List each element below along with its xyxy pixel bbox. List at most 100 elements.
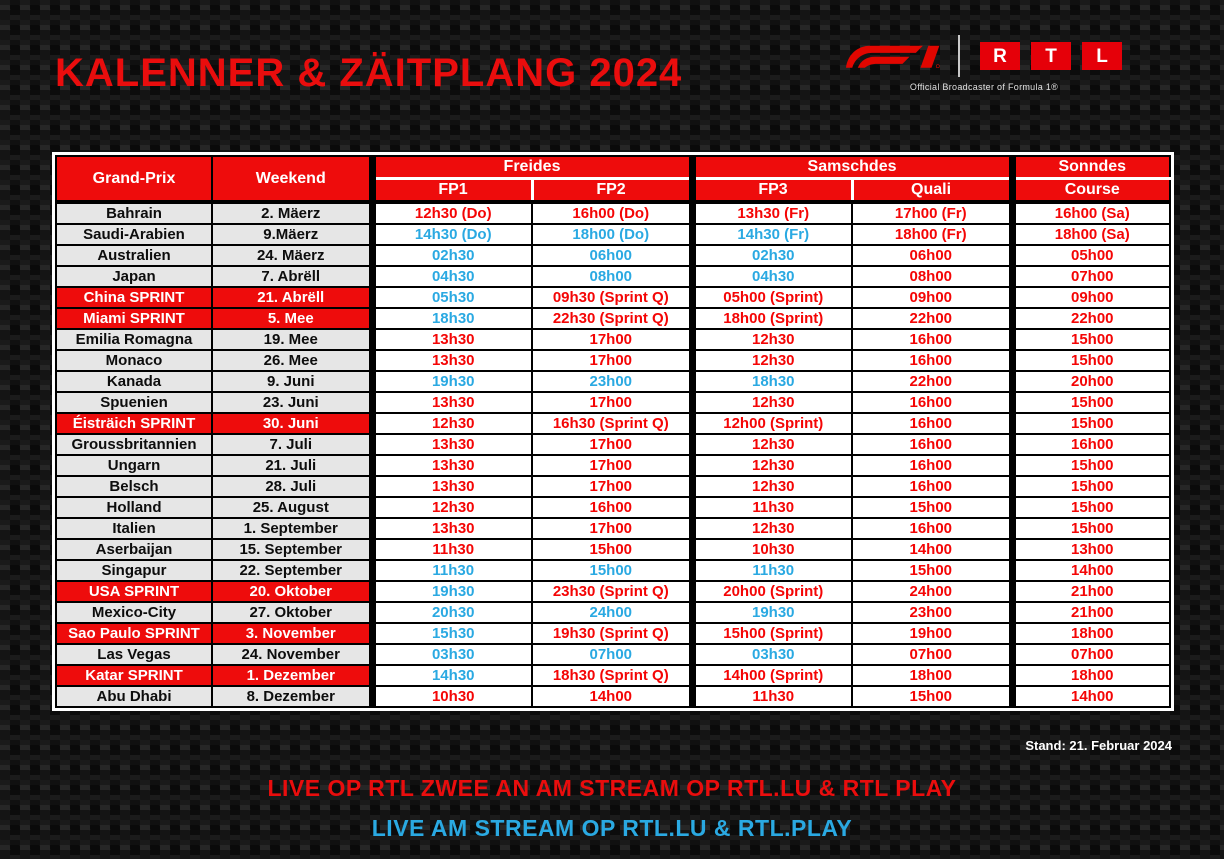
table-row: Monaco 26. Mee 13h30 17h00 12h30 16h00 15h00 xyxy=(55,349,1172,372)
session-time-cell: 15h00 xyxy=(1008,349,1172,372)
weekend-date-cell: 2. Mäerz xyxy=(211,201,373,225)
session-time-cell: 19h30 (Sprint Q) xyxy=(530,622,694,645)
header-freides: Freides xyxy=(368,155,694,180)
session-time-cell: 16h00 xyxy=(851,475,1014,498)
schedule-body: Bahrain 2. Mäerz 12h30 (Do) 16h00 (Do) 13h30… xyxy=(55,201,1172,708)
weekend-date-cell: 3. November xyxy=(211,622,373,645)
session-time-cell: 17h00 xyxy=(530,517,694,540)
gp-name-cell: Belsch xyxy=(55,475,213,498)
session-time-cell: 18h00 (Fr) xyxy=(851,223,1014,246)
gp-name-cell: Las Vegas xyxy=(55,643,213,666)
table-row: Spuenien 23. Juni 13h30 17h00 12h30 16h00 15h0… xyxy=(55,391,1172,414)
table-row: Aserbaijan 15. September 11h30 15h00 10h30 14… xyxy=(55,538,1172,561)
session-time-cell: 15h00 (Sprint) xyxy=(688,622,854,645)
gp-name-cell: Bahrain xyxy=(55,201,213,225)
weekend-date-cell: 22. September xyxy=(211,559,373,582)
session-time-cell: 18h00 xyxy=(851,664,1014,687)
weekend-date-cell: 28. Juli xyxy=(211,475,373,498)
session-time-cell: 11h30 xyxy=(368,559,533,582)
session-time-cell: 22h30 (Sprint Q) xyxy=(530,307,694,330)
session-time-cell: 24h00 xyxy=(851,580,1014,603)
session-time-cell: 14h30 (Do) xyxy=(368,223,533,246)
session-time-cell: 12h30 xyxy=(688,517,854,540)
gp-name-cell: Holland xyxy=(55,496,213,519)
table-row: Groussbritannien 7. Juli 13h30 17h00 12h30 16… xyxy=(55,433,1172,456)
session-time-cell: 12h30 xyxy=(688,454,854,477)
session-time-cell: 15h00 xyxy=(1008,517,1172,540)
session-time-cell: 09h00 xyxy=(851,286,1014,309)
session-time-cell: 15h00 xyxy=(851,685,1014,708)
session-time-cell: 23h30 (Sprint Q) xyxy=(530,580,694,603)
table-row: Sao Paulo SPRINT 3. November 15h30 19h30 (S… xyxy=(55,622,1172,645)
session-time-cell: 07h00 xyxy=(530,643,694,666)
session-time-cell: 02h30 xyxy=(368,244,533,267)
session-time-cell: 13h00 xyxy=(1008,538,1172,561)
session-time-cell: 13h30 (Fr) xyxy=(688,201,854,225)
gp-name-cell: Abu Dhabi xyxy=(55,685,213,708)
header-fp1: FP1 xyxy=(368,177,533,204)
gp-name-cell: Groussbritannien xyxy=(55,433,213,456)
session-time-cell: 11h30 xyxy=(368,538,533,561)
table-row: Australien 24. Mäerz 02h30 06h00 02h30 06h00 0… xyxy=(55,244,1172,267)
weekend-date-cell: 21. Juli xyxy=(211,454,373,477)
session-time-cell: 07h00 xyxy=(1008,643,1172,666)
session-time-cell: 07h00 xyxy=(851,643,1014,666)
table-row: Singapur 22. September 11h30 15h00 11h30 15h0… xyxy=(55,559,1172,582)
schedule-table-frame: Grand-Prix Weekend Freides Samschdes Son… xyxy=(52,152,1175,711)
session-time-cell: 16h00 xyxy=(851,517,1014,540)
session-time-cell: 05h30 xyxy=(368,286,533,309)
table-row: Emilia Romagna 19. Mee 13h30 17h00 12h30 16h0… xyxy=(55,328,1172,351)
session-time-cell: 15h00 xyxy=(530,559,694,582)
session-time-cell: 16h00 xyxy=(530,496,694,519)
session-time-cell: 12h30 xyxy=(688,391,854,414)
header-fp3: FP3 xyxy=(688,177,854,204)
session-time-cell: 19h00 xyxy=(851,622,1014,645)
session-time-cell: 22h00 xyxy=(1008,307,1172,330)
session-time-cell: 05h00 xyxy=(1008,244,1172,267)
footer-live-stream: LIVE AM STREAM OP RTL.LU & RTL.PLAY xyxy=(371,815,853,841)
weekend-date-cell: 19. Mee xyxy=(211,328,373,351)
session-time-cell: 16h00 xyxy=(851,328,1014,351)
session-time-cell: 18h00 (Do) xyxy=(530,223,694,246)
session-time-cell: 17h00 xyxy=(530,391,694,414)
session-time-cell: 22h00 xyxy=(851,370,1014,393)
table-row: Katar SPRINT 1. Dezember 14h30 18h30 (Sprin… xyxy=(55,664,1172,687)
gp-name-cell: Sao Paulo SPRINT xyxy=(55,622,213,645)
session-time-cell: 14h30 (Fr) xyxy=(688,223,854,246)
session-time-cell: 14h30 xyxy=(368,664,533,687)
rtl-box-t: T xyxy=(1031,42,1071,70)
weekend-date-cell: 26. Mee xyxy=(211,349,373,372)
session-time-cell: 16h00 xyxy=(851,412,1014,435)
session-time-cell: 15h30 xyxy=(368,622,533,645)
session-time-cell: 12h30 (Do) xyxy=(368,201,533,225)
broadcaster-logos: R T L Official Broadcaster of Formula 1® xyxy=(846,35,1122,98)
session-time-cell: 13h30 xyxy=(368,391,533,414)
gp-name-cell: Singapur xyxy=(55,559,213,582)
session-time-cell: 05h00 (Sprint) xyxy=(688,286,854,309)
table-row: Miami SPRINT 5. Mee 18h30 22h30 (Sprint Q) 1… xyxy=(55,307,1172,330)
session-time-cell: 21h00 xyxy=(1008,601,1172,624)
rtl-box-l: L xyxy=(1082,42,1122,70)
session-time-cell: 18h00 xyxy=(1008,622,1172,645)
schedule-table: Grand-Prix Weekend Freides Samschdes Son… xyxy=(55,155,1172,708)
session-time-cell: 17h00 xyxy=(530,349,694,372)
session-time-cell: 16h00 xyxy=(851,391,1014,414)
session-time-cell: 18h30 (Sprint Q) xyxy=(530,664,694,687)
session-time-cell: 02h30 xyxy=(688,244,854,267)
weekend-date-cell: 21. Abrëll xyxy=(211,286,373,309)
session-time-cell: 18h00 xyxy=(1008,664,1172,687)
rtl-letter: R xyxy=(993,45,1007,67)
header-sonndes: Sonndes xyxy=(1008,155,1172,180)
logo-divider xyxy=(958,35,960,77)
session-time-cell: 09h00 xyxy=(1008,286,1172,309)
gp-name-cell: Emilia Romagna xyxy=(55,328,213,351)
session-time-cell: 12h00 (Sprint) xyxy=(688,412,854,435)
rtl-logo: R T L xyxy=(980,42,1122,70)
session-time-cell: 15h00 xyxy=(1008,412,1172,435)
header-quali: Quali xyxy=(850,177,1014,204)
session-time-cell: 23h00 xyxy=(530,370,694,393)
header-course: Course xyxy=(1008,177,1172,204)
session-time-cell: 22h00 xyxy=(851,307,1014,330)
weekend-date-cell: 9. Juni xyxy=(211,370,373,393)
session-time-cell: 06h00 xyxy=(851,244,1014,267)
